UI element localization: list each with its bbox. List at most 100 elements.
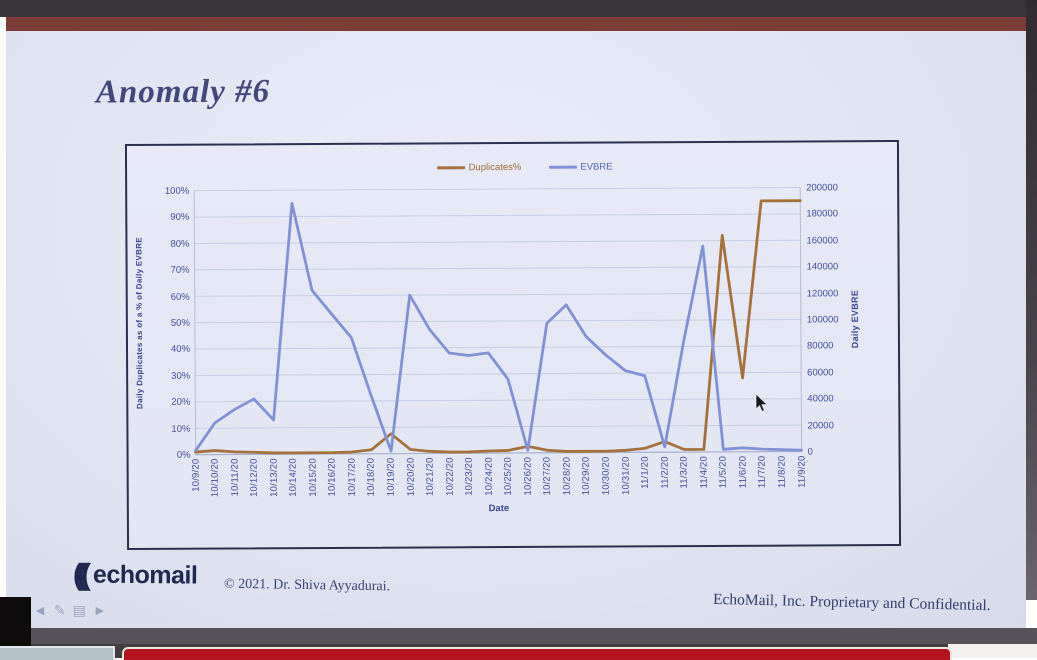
- pen-tool-button[interactable]: ✎: [53, 602, 66, 618]
- legend-item-evbre: EVBRE: [549, 161, 613, 173]
- x-axis-tick-label: 10/9/20: [190, 458, 202, 492]
- y-axis-left-labels: 100% 90% 80% 70% 60% 50% 40% 30% 20% 10% 0%: [139, 146, 191, 548]
- x-axis-tick-label: 10/26/20: [522, 456, 534, 496]
- left-axis-tick-label: 60%: [170, 291, 190, 303]
- left-axis-tick-label: 20%: [171, 396, 191, 408]
- mouse-cursor-icon: [755, 394, 768, 413]
- top-window-bar: [0, 0, 1037, 17]
- x-axis-tick-label: 10/17/20: [346, 457, 358, 497]
- logo-arcs-icon: (((: [72, 558, 86, 592]
- duplicates--line: [194, 199, 802, 455]
- legend-item-duplicates: Duplicates%: [437, 161, 522, 174]
- x-axis-tick-label: 10/19/20: [385, 457, 397, 497]
- x-axis-tick-label: 10/13/20: [268, 458, 280, 497]
- x-axis-tick-label: 10/30/20: [600, 456, 612, 496]
- x-axis-tick-label: 11/1/20: [639, 456, 651, 489]
- evbre-legend-swatch-icon: [549, 165, 578, 169]
- bottom-red-banner: [122, 647, 952, 660]
- right-axis-tick-label: 20000: [807, 419, 834, 432]
- next-slide-button[interactable]: ►: [92, 602, 107, 618]
- x-axis-tick-label: 11/9/20: [796, 455, 808, 488]
- x-axis-tick-label: 10/27/20: [541, 456, 554, 496]
- x-axis-tick-label: 10/12/20: [248, 458, 260, 497]
- slide-menu-button[interactable]: ▤: [72, 602, 86, 618]
- left-axis-tick-label: 0%: [176, 449, 191, 461]
- right-axis-tick-label: 160000: [806, 235, 839, 247]
- gridline: [195, 345, 802, 350]
- gridline: [194, 213, 801, 218]
- x-axis-tick-label: 11/6/20: [737, 455, 749, 489]
- x-axis-tick-label: 11/4/20: [698, 455, 710, 489]
- left-axis-tick-label: 40%: [170, 344, 191, 356]
- bottom-left-panel: [0, 646, 115, 660]
- x-axis-tick-label: 11/2/20: [659, 456, 671, 489]
- left-axis-tick-label: 30%: [171, 370, 191, 382]
- x-axis-tick-label: 11/8/20: [776, 455, 788, 489]
- x-axis-tick-label: 10/21/20: [424, 457, 436, 497]
- x-axis-tick-label: 11/7/20: [756, 455, 769, 489]
- x-axis-tick-label: 11/3/20: [678, 456, 690, 489]
- top-accent-stripe: [6, 17, 1028, 31]
- gridline: [799, 187, 803, 452]
- x-axis-tick-label: 10/24/20: [483, 457, 495, 496]
- screen-bottom-edge: [6, 628, 1037, 644]
- copyright-text: © 2021. Dr. Shiva Ayyadurai.: [223, 576, 391, 595]
- evbre-legend-label: EVBRE: [580, 161, 613, 173]
- echomail-logo: ((( echomail: [73, 558, 198, 593]
- gridline: [194, 239, 801, 244]
- x-axis-tick-label: 10/18/20: [366, 457, 378, 497]
- gridline: [195, 424, 802, 429]
- left-axis-tick-label: 50%: [170, 317, 190, 329]
- y-axis-right-labels: 200000 180000 160000 140000 120000 100000 8000…: [806, 142, 862, 544]
- gridline: [195, 371, 802, 376]
- right-axis-tick-label: 120000: [806, 287, 839, 300]
- right-screen-edge: [1026, 0, 1037, 600]
- gridline: [194, 292, 801, 297]
- duplicates-legend-swatch-icon: [437, 166, 466, 170]
- x-axis-tick-label: 10/14/20: [287, 458, 300, 497]
- left-axis-tick-label: 70%: [170, 264, 190, 276]
- x-axis-tick-label: 10/10/20: [209, 458, 221, 498]
- x-axis-tick-label: 10/20/20: [405, 457, 417, 497]
- x-axis-tick-label: 10/25/20: [502, 456, 515, 496]
- bottom-right-margin: [948, 644, 1037, 658]
- gridline: [195, 398, 802, 403]
- x-axis-tick-label: 10/23/20: [463, 457, 475, 496]
- plot-svg: [193, 186, 803, 456]
- right-axis-tick-label: 60000: [807, 367, 834, 379]
- presenter-controls: ◄ ✎ ▤ ►: [33, 602, 107, 618]
- x-axis-tick-label: 10/11/20: [229, 458, 241, 497]
- x-axis-tick-label: 10/28/20: [561, 456, 573, 496]
- x-axis-title: Date: [488, 503, 510, 515]
- right-axis-tick-label: 100000: [806, 314, 839, 326]
- confidential-text: EchoMail, Inc. Proprietary and Confident…: [712, 590, 991, 615]
- x-axis-tick-label: 10/29/20: [581, 456, 593, 496]
- chart-legend: Duplicates% EVBRE: [127, 160, 897, 175]
- left-axis-tick-label: 80%: [170, 238, 190, 250]
- right-axis-tick-label: 140000: [806, 261, 839, 273]
- right-axis-tick-label: 180000: [806, 208, 839, 220]
- logo-wordmark: echomail: [92, 560, 198, 590]
- gridline: [194, 318, 801, 324]
- chart-frame: Duplicates% EVBRE Daily Duplicates as of…: [124, 139, 902, 551]
- evbre-line: [194, 201, 803, 453]
- x-axis-tick-label: 10/16/20: [326, 457, 339, 497]
- presentation-slide: Anomaly #6 Duplicates% EVBRE Daily Dupli…: [6, 31, 1026, 628]
- right-axis-tick-label: 80000: [806, 340, 834, 352]
- left-axis-tick-label: 90%: [170, 212, 190, 224]
- right-axis-tick-label: 200000: [806, 182, 838, 194]
- gridline: [194, 186, 801, 192]
- right-axis-tick-label: 0: [807, 446, 813, 458]
- left-axis-tick-label: 100%: [164, 185, 190, 197]
- x-axis-tick-label: 10/22/20: [444, 457, 456, 496]
- previous-slide-button[interactable]: ◄: [33, 602, 47, 618]
- right-axis-tick-label: 40000: [807, 393, 834, 405]
- left-axis-tick-label: 10%: [171, 423, 191, 435]
- gridline: [193, 190, 197, 455]
- slide-title: Anomaly #6: [95, 73, 271, 111]
- x-axis-tick-label: 11/5/20: [717, 455, 730, 489]
- duplicates-legend-label: Duplicates%: [468, 161, 522, 174]
- x-axis-labels: 10/9/20 10/10/20 10/11/20 10/12/20 10/13/20 1…: [127, 142, 897, 497]
- x-axis-tick-label: 10/15/20: [307, 458, 319, 497]
